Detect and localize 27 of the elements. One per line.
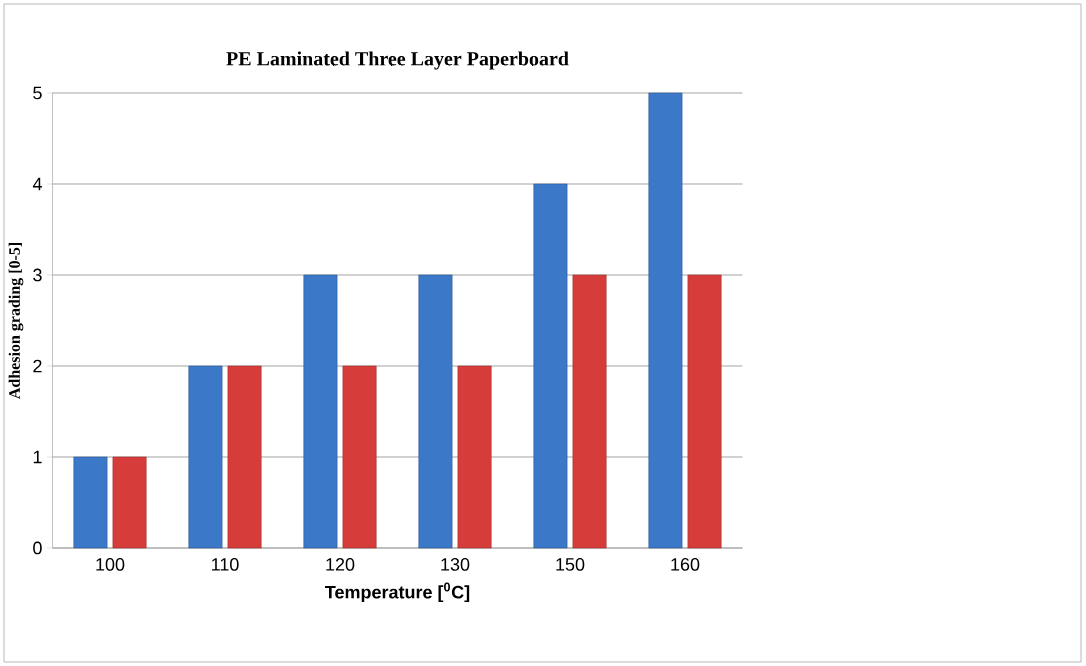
y-tick-label: 3 <box>33 268 42 282</box>
bar <box>342 365 377 549</box>
y-tick-label: 5 <box>33 86 42 100</box>
bar <box>457 365 492 549</box>
x-tick-label: 120 <box>326 558 355 571</box>
bar <box>303 274 338 549</box>
bar <box>188 365 223 549</box>
x-axis-title: Temperature [$^{0}$C] <box>325 582 470 603</box>
bar <box>112 456 147 549</box>
bar <box>227 365 262 549</box>
bar <box>572 274 607 549</box>
bar <box>648 92 683 549</box>
bar <box>533 183 568 549</box>
bar <box>73 456 108 549</box>
bar <box>687 274 722 549</box>
x-tick-label: 130 <box>441 558 470 571</box>
x-tick-label: 100 <box>96 558 125 571</box>
x-tick-label: 160 <box>671 558 700 571</box>
y-axis-title: Adhesion grading [0-5] <box>8 243 24 400</box>
x-tick-label: 150 <box>556 558 585 571</box>
y-tick-label: 0 <box>33 541 42 555</box>
y-tick-label: 1 <box>33 450 42 464</box>
chart-title: PE Laminated Three Layer Paperboard <box>226 51 569 70</box>
bar <box>418 274 453 549</box>
x-tick-label: 110 <box>212 558 239 571</box>
y-tick-label: 2 <box>33 359 42 373</box>
y-tick-label: 4 <box>32 177 42 191</box>
